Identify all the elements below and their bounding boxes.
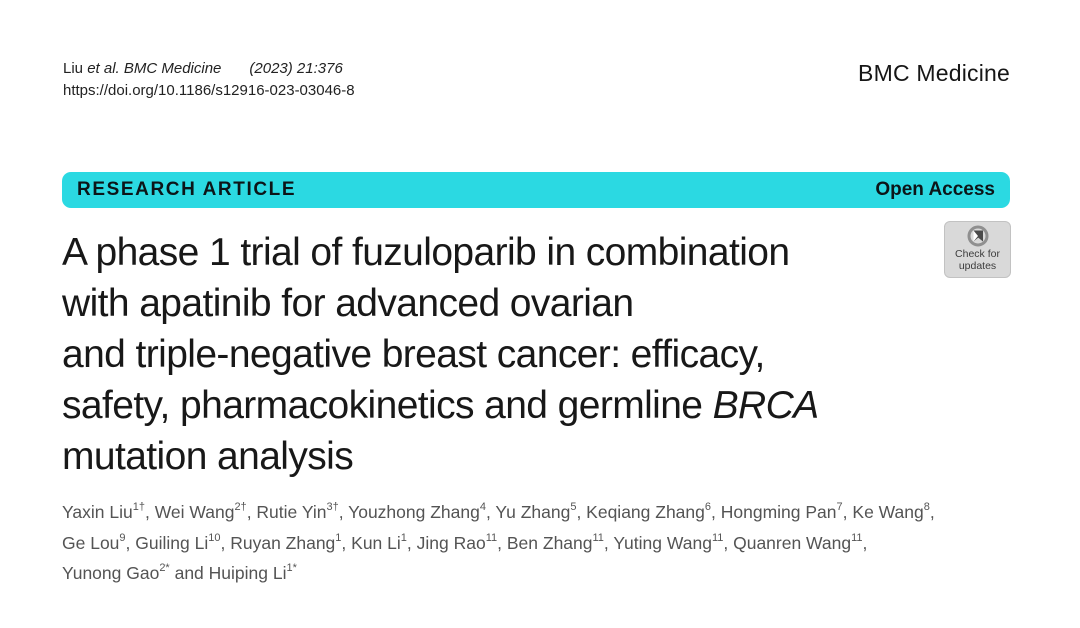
article-title: A phase 1 trial of fuzuloparib in combin…	[62, 227, 942, 482]
author-line: Yunong Gao2* and Huiping Li1*	[62, 562, 297, 583]
author-name: Wei Wang	[154, 502, 235, 522]
author-name: Kun Li	[351, 532, 401, 553]
article-title-line: mutation analysis	[62, 435, 354, 478]
author-name: Ke Wang	[852, 502, 924, 522]
author-affiliation-superscript: 3†	[326, 501, 339, 514]
author-name: Rutie Yin	[256, 502, 327, 522]
citation-issue: (2023) 21:376	[249, 60, 343, 77]
author-affiliation-superscript: 1†	[132, 501, 145, 514]
article-title-line: A phase 1 trial of fuzuloparib in combin…	[62, 231, 790, 274]
article-title-line: safety, pharmacokinetics and germline BR…	[62, 384, 819, 427]
author-affiliation-superscript: 2†	[234, 501, 247, 514]
author-name: Jing Rao	[416, 532, 486, 553]
author-name: Ben Zhang	[506, 532, 593, 553]
author-affiliation-superscript: 7	[836, 501, 843, 514]
author-name: Youzhong Zhang	[348, 502, 480, 522]
author-affiliation-superscript: 8	[923, 501, 930, 514]
author-name: Quanren Wang	[733, 532, 852, 553]
author-affiliation-superscript: 6	[704, 501, 712, 514]
article-title-line: and triple-negative breast cancer: effic…	[62, 333, 765, 376]
author-name: Huiping Li	[208, 563, 287, 583]
open-access-label: Open Access	[875, 179, 995, 200]
author-affiliation-superscript: 2*	[159, 562, 170, 575]
doi-link[interactable]: https://doi.org/10.1186/s12916-023-03046…	[63, 82, 355, 99]
citation-line: Liu et al. BMC Medicine (2023) 21:376	[63, 58, 355, 80]
author-name: Guiling Li	[135, 532, 209, 553]
author-name: Hongming Pan	[720, 502, 837, 522]
citation-block: Liu et al. BMC Medicine (2023) 21:376 htt…	[63, 58, 355, 102]
author-name: Yu Zhang	[495, 502, 571, 522]
citation-author: Liu	[63, 60, 88, 77]
check-badge-line1: Check for	[955, 248, 1000, 260]
article-title-line: with apatinib for advanced ovarian	[62, 282, 634, 325]
author-affiliation-superscript: 1	[335, 531, 342, 544]
author-name: Ruyan Zhang	[230, 532, 336, 553]
article-type-banner: RESEARCH ARTICLE Open Access	[62, 172, 1010, 208]
author-affiliation-superscript: 1	[400, 531, 407, 544]
author-name: Yaxin Liu	[62, 502, 133, 522]
author-line: Yaxin Liu1†, Wei Wang2†, Rutie Yin3†, Yo…	[62, 501, 935, 522]
author-name: Yunong Gao	[62, 563, 160, 583]
author-affiliation-superscript: 10	[208, 531, 221, 544]
author-name: Yuting Wang	[613, 532, 712, 553]
journal-name: BMC Medicine	[858, 60, 1010, 86]
author-name: Ge Lou	[62, 532, 120, 553]
check-badge-line2: updates	[958, 259, 997, 272]
author-affiliation-superscript: 4	[479, 501, 486, 514]
crossmark-icon	[966, 225, 990, 249]
author-affiliation-superscript: 1*	[286, 562, 297, 575]
check-for-updates-badge[interactable]: Check for updates	[944, 221, 1011, 278]
author-affiliation-superscript: 5	[570, 501, 577, 514]
author-affiliation-superscript: 11	[851, 531, 863, 544]
author-affiliation-superscript: 11	[592, 531, 604, 544]
author-name: Keqiang Zhang	[586, 502, 705, 522]
author-affiliation-superscript: 11	[485, 531, 498, 544]
citation-journal: et al. BMC Medicine	[87, 60, 222, 77]
author-line: Ge Lou9, Guiling Li10, Ruyan Zhang1, Kun…	[62, 531, 868, 553]
article-type-label: RESEARCH ARTICLE	[77, 179, 297, 200]
author-affiliation-superscript: 9	[119, 531, 126, 544]
author-affiliation-superscript: 11	[711, 531, 724, 544]
author-list: Yaxin Liu1†, Wei Wang2†, Rutie Yin3†, Yo…	[62, 497, 935, 589]
